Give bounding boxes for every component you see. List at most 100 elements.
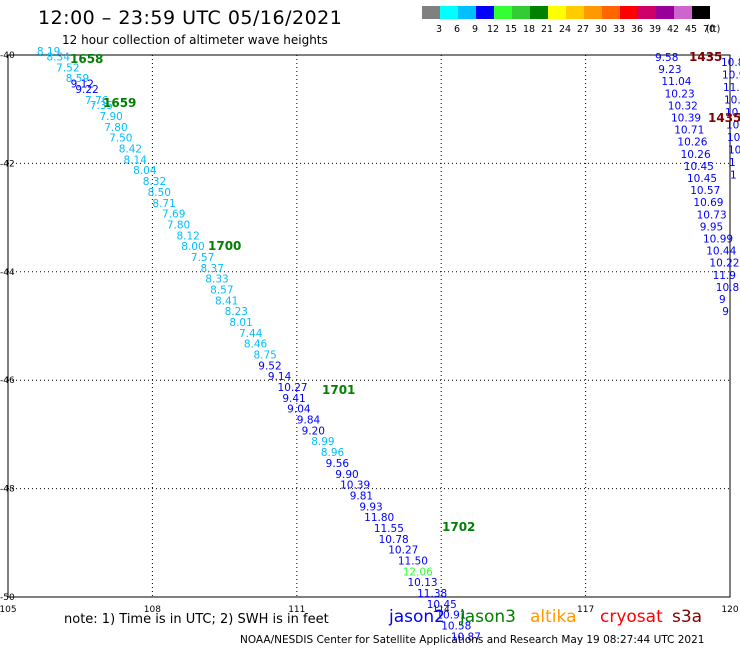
wave-height-value: 9.12	[71, 79, 94, 91]
pass-time-label: 1659	[103, 96, 136, 110]
colorbar-tick-label: 70	[703, 24, 715, 35]
longitude-tick-label: 117	[577, 605, 594, 615]
wave-height-value: 8.04	[133, 165, 157, 177]
wave-height-value: 9.22	[75, 84, 98, 96]
map-frame	[7, 54, 731, 598]
colorbar-tick-label: 39	[649, 24, 661, 35]
wave-height-value: 10.58	[441, 621, 471, 633]
wave-height-value: 10.13	[408, 577, 438, 589]
wave-height-value: 9.90	[335, 469, 358, 481]
wave-height-value: 12.06	[403, 566, 433, 578]
wave-height-value: 8.37	[201, 263, 224, 275]
wave-height-value-partial: 10.	[724, 95, 740, 107]
wave-height-value: 11.55	[374, 523, 404, 535]
right-pass-group: 9.589.2311.0410.2310.3210.3910.7110.2610…	[655, 52, 740, 318]
wave-height-value: 10.32	[668, 100, 698, 112]
colorbar-tick-label: 12	[487, 24, 499, 35]
latitude-tick-label: -42	[0, 159, 15, 169]
wave-height-value: 10.78	[379, 534, 409, 546]
wave-height-value: 10.87	[451, 631, 481, 643]
colorbar-swatch	[440, 6, 458, 19]
wave-height-value-partial: 10	[728, 145, 740, 157]
wave-height-value: 10.91	[436, 610, 466, 622]
wave-height-value: 9.04	[287, 404, 311, 416]
colorbar-swatch	[674, 6, 692, 19]
wave-height-value-partial: 11.2	[723, 82, 740, 94]
map-title: 12:00 – 23:59 UTC 05/16/2021	[38, 7, 343, 29]
wave-height-value-partial: 1	[730, 170, 737, 182]
wave-height-value: 7.80	[167, 219, 190, 231]
colorbar-swatch	[422, 6, 440, 19]
longitude-tick-label: 120	[721, 605, 738, 615]
wave-height-value: 10.27	[278, 382, 308, 394]
wave-height-value: 10.73	[697, 209, 727, 221]
wave-height-value-partial: 10.8	[721, 57, 740, 69]
wave-height-value: 11.80	[364, 512, 394, 524]
wave-height-value: 8.71	[152, 198, 175, 210]
longitude-tick-label: 114	[433, 605, 450, 615]
colorbar-tick-label: 24	[559, 24, 571, 35]
colorbar-swatch	[458, 6, 476, 19]
wave-height-value: 9.84	[297, 415, 321, 427]
pass-time-label: 1658	[70, 52, 103, 66]
wave-height-value: 8.46	[244, 339, 268, 351]
colorbar-tick-label: 45	[685, 24, 697, 35]
wave-height-value: 10.57	[690, 185, 720, 197]
colorbar-swatch	[512, 6, 530, 19]
wave-height-value: 10.26	[677, 137, 707, 149]
sat-label-jason3: jason3	[460, 607, 516, 627]
wave-height-value: 7.35	[90, 100, 113, 112]
wave-height-value: 9.95	[700, 221, 723, 233]
colorbar-swatch	[476, 6, 494, 19]
sat-label-cryosat: cryosat	[600, 607, 663, 627]
colorbar-tick-label: 36	[631, 24, 643, 35]
colorbar-swatch	[620, 6, 638, 19]
wave-height-value: 8.12	[176, 230, 199, 242]
wave-height-value: 8.19	[37, 46, 60, 58]
colorbar-tick-label: 18	[523, 24, 535, 35]
longitude-tick-label: 111	[288, 605, 305, 615]
wave-height-value: 10.26	[681, 149, 711, 161]
wave-height-value-partial: 10	[727, 132, 740, 144]
wave-height-value: 8.99	[311, 436, 334, 448]
wave-height-value: 10.45	[684, 161, 714, 173]
colorbar-swatch	[494, 6, 512, 19]
pass-time-label: 1435	[708, 111, 740, 125]
wave-height-value: 8.34	[47, 51, 71, 63]
wave-height-value: 7.80	[104, 122, 127, 134]
wave-height-value: 10.71	[674, 125, 704, 137]
wave-height-value: 8.23	[225, 306, 248, 318]
wave-height-value: 9.14	[268, 371, 292, 383]
wave-height-value: 10.44	[706, 246, 736, 258]
wave-height-value: 10.45	[427, 599, 457, 611]
pass-time-label: 1700	[208, 239, 241, 253]
wave-height-value: 10.22	[709, 258, 739, 270]
wave-height-value: 8.96	[321, 447, 345, 459]
wave-height-value: 10.27	[388, 545, 418, 557]
wave-height-value: 8.32	[143, 176, 166, 188]
wave-height-value: 11.04	[661, 76, 691, 88]
colorbar-tick-label: 33	[613, 24, 625, 35]
longitude-tick-label: 108	[144, 605, 161, 615]
footer-credit: NOAA/NESDIS Center for Satellite Applica…	[240, 634, 705, 646]
wave-height-value: 9	[722, 306, 729, 318]
wave-height-value: 9.58	[655, 52, 678, 64]
wave-height-value-partial: 10.	[725, 107, 740, 119]
wave-height-value: 8.41	[215, 295, 238, 307]
colorbar-tick-label: 9	[472, 24, 478, 35]
colorbar-tick-label: 21	[541, 24, 553, 35]
colorbar-swatch	[584, 6, 602, 19]
wave-height-value: 10.39	[671, 113, 701, 125]
wave-height-value: 10.23	[665, 88, 695, 100]
pass-time-label: 1702	[442, 520, 475, 534]
wave-height-value: 7.90	[99, 111, 122, 123]
colorbar-tick-label: 30	[595, 24, 607, 35]
wave-height-value: 8.57	[210, 284, 233, 296]
colorbar-tick-label: 6	[454, 24, 460, 35]
wave-height-value: 9.56	[326, 458, 350, 470]
wave-height-value: 7.57	[191, 252, 214, 264]
wave-height-value: 8.00	[181, 241, 204, 253]
wave-height-value: 9.52	[258, 360, 281, 372]
latitude-tick-label: -48	[0, 485, 15, 495]
